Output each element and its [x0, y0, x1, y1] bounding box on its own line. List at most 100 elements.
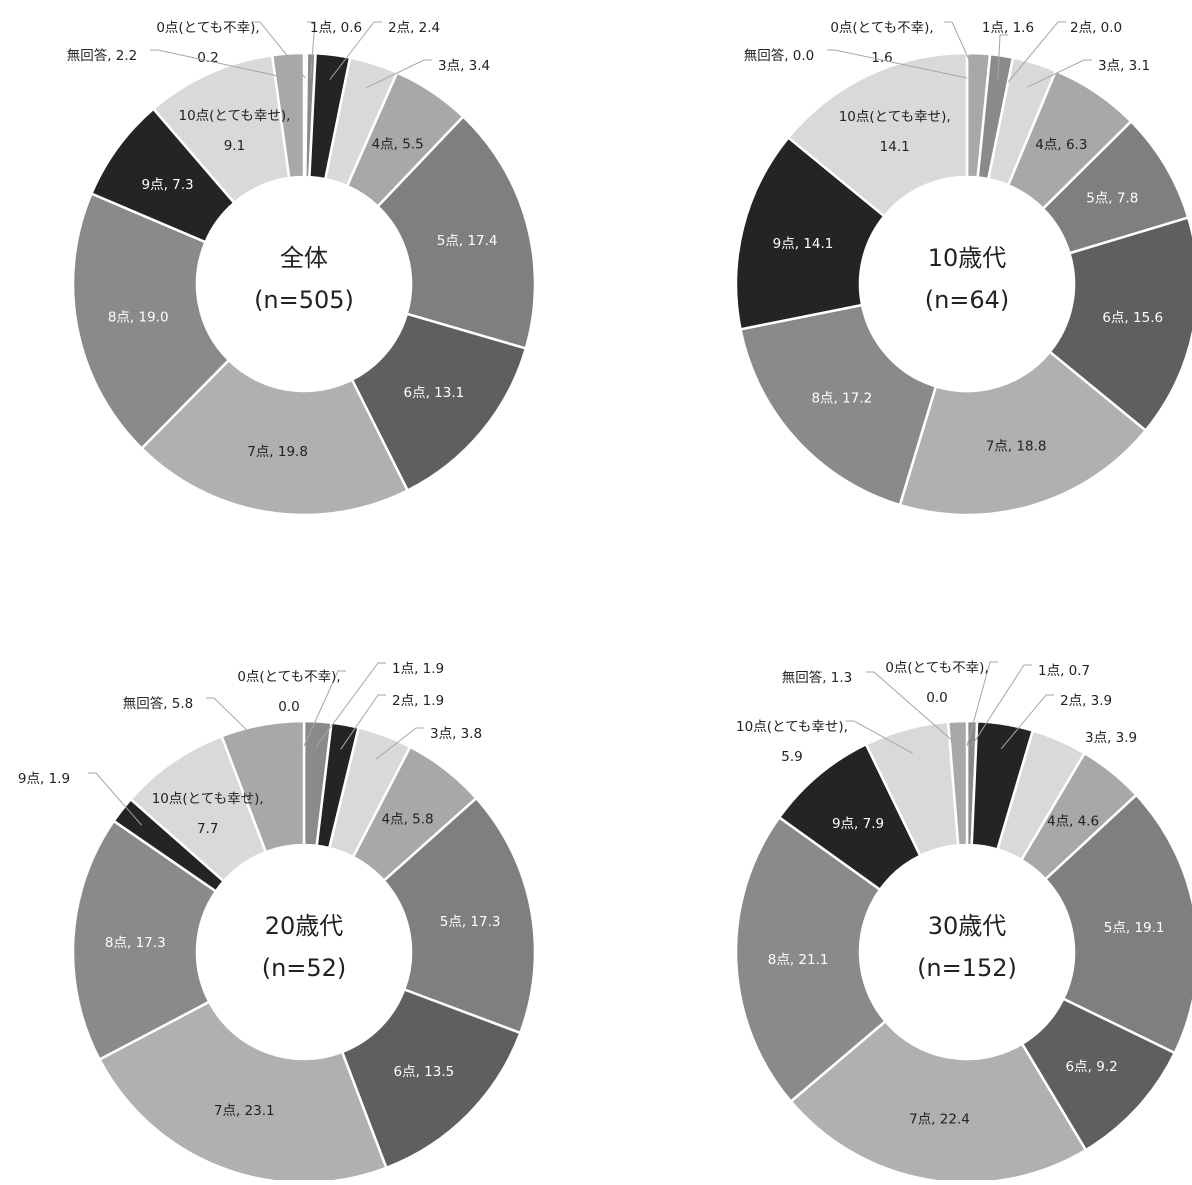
label-0: 0点(とても不幸), 0.0 — [237, 669, 340, 715]
label-10: 10点(とても幸せ), 5.9 — [736, 719, 848, 765]
label-0: 0点(とても不幸), 1.6 — [830, 20, 933, 66]
leader-line-3 — [366, 59, 432, 89]
leader-line-11 — [827, 49, 968, 79]
label-10: 10点(とても幸せ), 9.1 — [178, 108, 290, 154]
label-11: 無回答, 1.3 — [782, 669, 853, 686]
slice-10-points — [786, 51, 969, 218]
leader-line-11 — [150, 49, 290, 79]
leader-line-1 — [315, 662, 386, 747]
label-8: 8点, 19.0 — [108, 310, 169, 326]
label-7: 7点, 22.4 — [909, 1112, 970, 1128]
chart-title: 全体 — [280, 244, 328, 272]
chart-sample-size: (n=505) — [254, 286, 354, 314]
label-7: 7点, 23.1 — [214, 1103, 275, 1119]
donut-chart-2: 4点, 6.3 5点, 7.8 6点, 15.6 7点, 18.8 8点, 17.2 9点… — [734, 20, 1192, 517]
leader-line-3 — [1027, 59, 1092, 88]
leader-line-3 — [375, 727, 424, 760]
slice-6-points — [340, 987, 522, 1170]
leader-line-2 — [1000, 694, 1054, 750]
chart-sample-size: (n=52) — [262, 954, 347, 982]
label-5: 5点, 19.1 — [1104, 920, 1165, 936]
label-5: 5点, 17.3 — [440, 914, 501, 930]
label-0: 0点(とても不幸), 0.0 — [885, 660, 988, 706]
leader-line-0 — [303, 670, 346, 747]
label-6: 6点, 13.1 — [404, 385, 465, 401]
slice-no-answer — [946, 719, 969, 847]
label-1: 1点, 0.7 — [1038, 663, 1090, 679]
label-2: 2点, 1.9 — [392, 693, 444, 709]
slice-5-points — [382, 796, 537, 1035]
donut-chart-1: 4点, 5.5 5点, 17.4 6点, 13.1 7点, 19.8 8点, 19.0 9… — [67, 20, 537, 517]
label-6: 6点, 13.5 — [394, 1064, 455, 1080]
label-3: 3点, 3.4 — [438, 58, 490, 74]
label-3: 3点, 3.1 — [1098, 58, 1150, 74]
slice-5-points — [375, 114, 537, 350]
leader-line-1 — [971, 664, 1032, 747]
label-8: 8点, 17.2 — [811, 391, 872, 407]
label-8: 8点, 17.3 — [105, 935, 166, 951]
label-5: 5点, 7.8 — [1086, 191, 1138, 207]
slice-6-points — [1047, 216, 1192, 433]
slice-no-answer — [220, 719, 306, 854]
slice-8-points — [739, 303, 938, 507]
label-4: 4点, 4.6 — [1047, 813, 1099, 829]
label-8: 8点, 21.1 — [768, 952, 829, 968]
chart-title: 30歳代 — [928, 912, 1007, 940]
label-10: 10点(とても幸せ), 14.1 — [839, 109, 951, 155]
chart-sample-size: (n=64) — [925, 286, 1010, 314]
donut-chart-4: 4点, 4.6 5点, 19.1 6点, 9.2 7点, 22.4 8点, 21.1 9点… — [734, 660, 1192, 1185]
label-4: 4点, 5.5 — [372, 136, 424, 152]
leader-line-11 — [206, 697, 268, 750]
label-0: 0点(とても不幸), 0.2 — [156, 20, 259, 66]
label-2: 2点, 0.0 — [1070, 20, 1122, 36]
label-2: 2点, 3.9 — [1060, 693, 1112, 709]
label-11: 無回答, 0.0 — [744, 47, 815, 64]
chart-title: 20歳代 — [265, 912, 344, 940]
leader-line-2 — [340, 694, 386, 750]
label-5: 5点, 17.4 — [437, 233, 498, 249]
leader-line-2 — [329, 21, 382, 80]
label-4: 4点, 6.3 — [1035, 137, 1087, 153]
slice-no-answer — [270, 51, 306, 180]
label-1: 1点, 1.6 — [982, 20, 1034, 36]
label-10: 10点(とても幸せ), 7.7 — [152, 791, 264, 837]
leader-line-0 — [944, 21, 978, 79]
label-1: 1点, 1.9 — [392, 661, 444, 677]
label-6: 6点, 15.6 — [1102, 310, 1163, 326]
label-9: 9点, 14.1 — [773, 236, 834, 252]
leader-line-10 — [846, 720, 913, 754]
label-3: 3点, 3.9 — [1085, 730, 1137, 746]
leader-line-0 — [252, 21, 306, 79]
chart-sample-size: (n=152) — [917, 954, 1017, 982]
slice-8-points — [734, 815, 888, 1104]
label-11: 無回答, 5.8 — [123, 695, 194, 712]
slice-7-points — [898, 350, 1148, 517]
leader-line-1 — [307, 21, 316, 79]
label-3: 3点, 3.8 — [430, 726, 482, 742]
label-7: 7点, 19.8 — [247, 444, 308, 460]
label-6: 6点, 9.2 — [1066, 1059, 1118, 1075]
leader-line-1 — [997, 34, 1008, 81]
label-1: 1点, 0.6 — [310, 20, 362, 36]
slice-8-points — [71, 191, 231, 451]
slice-8-points — [71, 819, 218, 1062]
label-7: 7点, 18.8 — [986, 439, 1047, 455]
leader-line-2 — [1007, 21, 1066, 83]
slice-7-points — [139, 358, 410, 517]
leader-line-11 — [866, 671, 959, 747]
label-9: 9点, 7.3 — [142, 177, 194, 193]
donut-chart-3: 4点, 5.8 5点, 17.3 6点, 13.5 7点, 23.1 8点, 17.3 1… — [18, 661, 537, 1185]
label-4: 4点, 5.8 — [382, 811, 434, 827]
leader-line-0 — [966, 661, 998, 747]
leader-line-9 — [88, 772, 143, 826]
label-9: 9点, 1.9 — [18, 771, 70, 787]
chart-title: 10歳代 — [928, 244, 1007, 272]
slice-5-points — [1043, 793, 1192, 1055]
label-2: 2点, 2.4 — [388, 20, 440, 36]
slice-9-points — [734, 135, 887, 331]
label-11: 無回答, 2.2 — [67, 47, 138, 64]
label-9: 9点, 7.9 — [832, 816, 884, 832]
slice-6-points — [350, 312, 528, 493]
